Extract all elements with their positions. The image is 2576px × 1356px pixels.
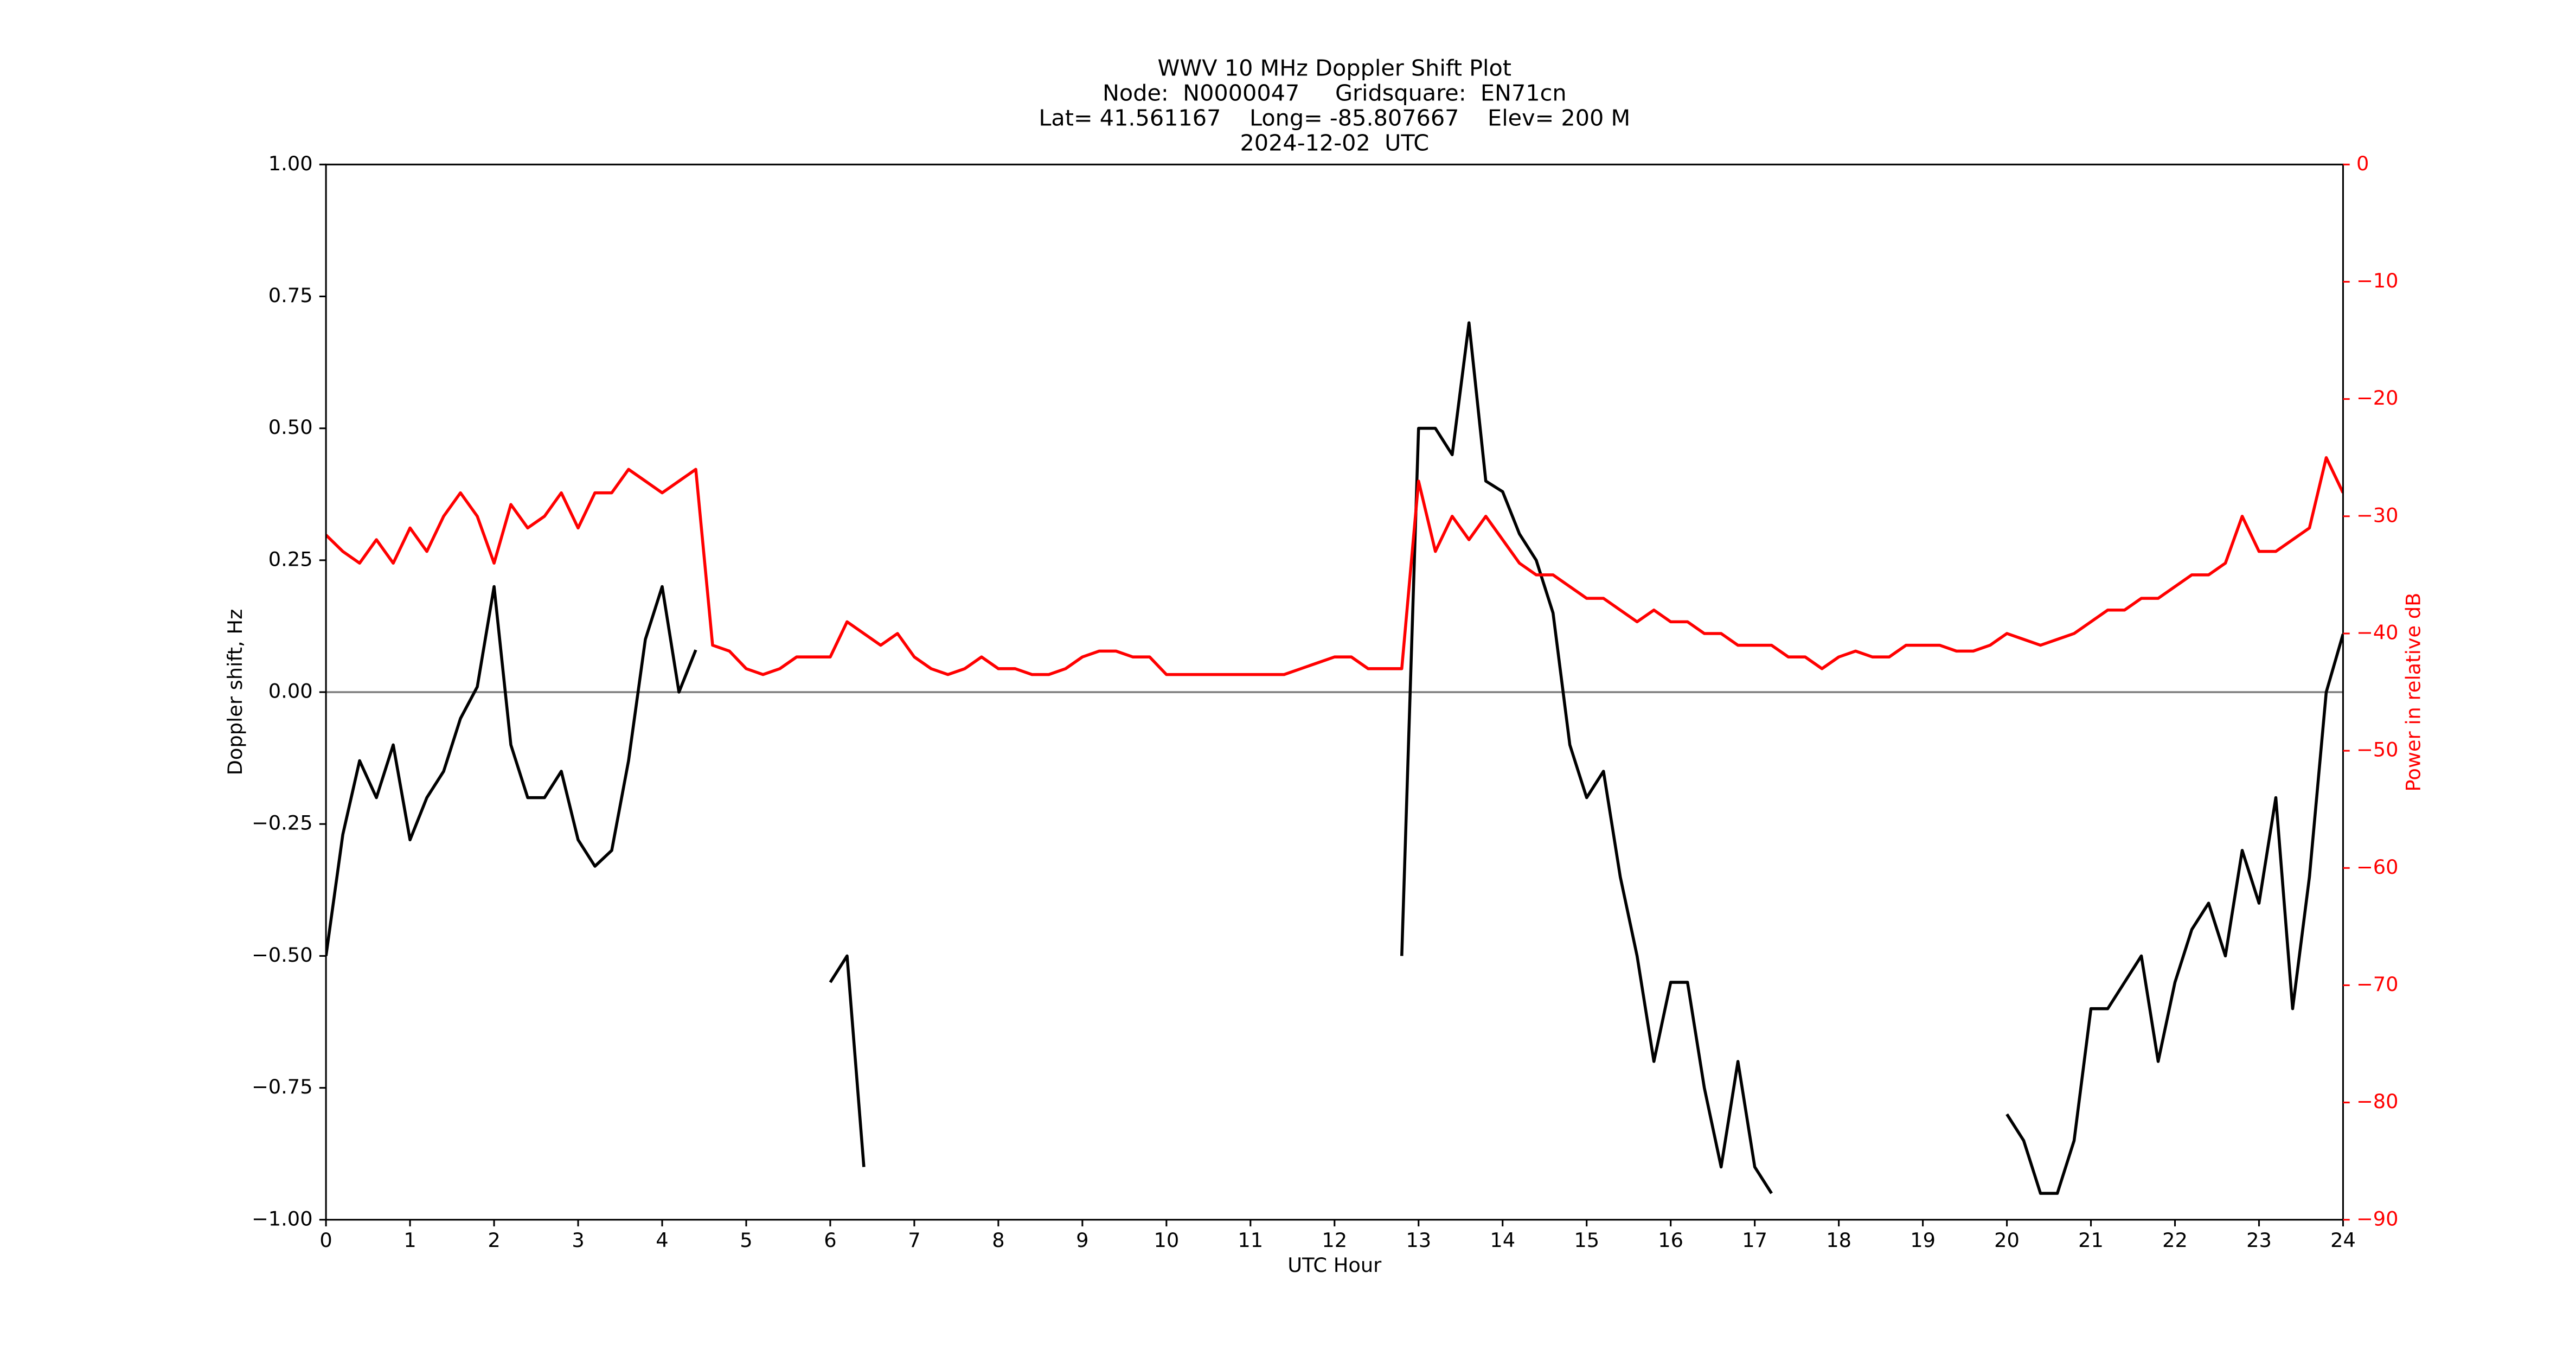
- x-tick-label: 16: [1658, 1229, 1683, 1252]
- x-tick-label: 10: [1154, 1229, 1179, 1252]
- y-axis-label: Doppler shift, Hz: [223, 609, 247, 776]
- y-tick-label: −0.50: [252, 943, 313, 967]
- x-tick-label: 13: [1406, 1229, 1431, 1252]
- chart-title: 2024-12-02 UTC: [1240, 130, 1429, 156]
- y2-tick-label: −20: [2356, 386, 2399, 410]
- series-line: [326, 456, 2343, 676]
- x-tick-label: 2: [488, 1229, 500, 1252]
- y-tick-label: 0.75: [268, 284, 313, 307]
- x-axis-label: UTC Hour: [1287, 1253, 1382, 1277]
- chart-title: Node: N0000047 Gridsquare: EN71cn: [1103, 80, 1567, 106]
- x-tick-label: 4: [656, 1229, 668, 1252]
- x-tick-label: 8: [992, 1229, 1004, 1252]
- x-tick-label: 5: [740, 1229, 752, 1252]
- plot-frame: [325, 163, 2344, 1221]
- y-tick-label: 0.25: [268, 547, 313, 571]
- series-line: [326, 321, 2343, 1195]
- x-tick-label: 1: [403, 1229, 416, 1252]
- y2-tick-label: −50: [2356, 738, 2399, 762]
- y-tick-label: 1.00: [268, 152, 313, 175]
- x-tick-label: 14: [1490, 1229, 1515, 1252]
- x-tick-label: 6: [824, 1229, 836, 1252]
- y2-tick-label: −90: [2356, 1207, 2399, 1230]
- y2-axis-label: Power in relative dB: [2402, 593, 2425, 792]
- x-tick-label: 23: [2246, 1229, 2272, 1252]
- y2-tick-label: 0: [2356, 152, 2369, 175]
- y-tick-label: 0.50: [268, 415, 313, 439]
- y2-tick-label: −40: [2356, 621, 2399, 644]
- chart-title: WWV 10 MHz Doppler Shift Plot: [1158, 55, 1512, 81]
- x-tick-label: 3: [572, 1229, 584, 1252]
- y2-tick-label: −70: [2356, 973, 2399, 996]
- x-tick-label: 0: [319, 1229, 332, 1252]
- x-tick-label: 19: [1910, 1229, 1936, 1252]
- x-tick-label: 11: [1238, 1229, 1263, 1252]
- y2-tick-label: −80: [2356, 1090, 2399, 1113]
- y2-tick-label: −60: [2356, 855, 2399, 879]
- x-tick-label: 21: [2078, 1229, 2104, 1252]
- y-tick-label: 0.00: [268, 680, 313, 703]
- x-tick-label: 9: [1076, 1229, 1088, 1252]
- x-tick-label: 12: [1322, 1229, 1347, 1252]
- x-tick-label: 24: [2330, 1229, 2356, 1252]
- x-tick-label: 18: [1826, 1229, 1851, 1252]
- x-tick-label: 17: [1742, 1229, 1767, 1252]
- y-tick-label: −0.25: [252, 811, 313, 835]
- y2-tick-label: −10: [2356, 269, 2399, 292]
- y-tick-label: −1.00: [252, 1207, 313, 1230]
- x-tick-label: 20: [1994, 1229, 2020, 1252]
- chart-title: Lat= 41.561167 Long= -85.807667 Elev= 20…: [1039, 105, 1630, 131]
- x-tick-label: 7: [908, 1229, 920, 1252]
- y2-tick-label: −30: [2356, 503, 2399, 527]
- y-tick-label: −0.75: [252, 1075, 313, 1098]
- x-tick-label: 22: [2162, 1229, 2188, 1252]
- x-tick-label: 15: [1574, 1229, 1599, 1252]
